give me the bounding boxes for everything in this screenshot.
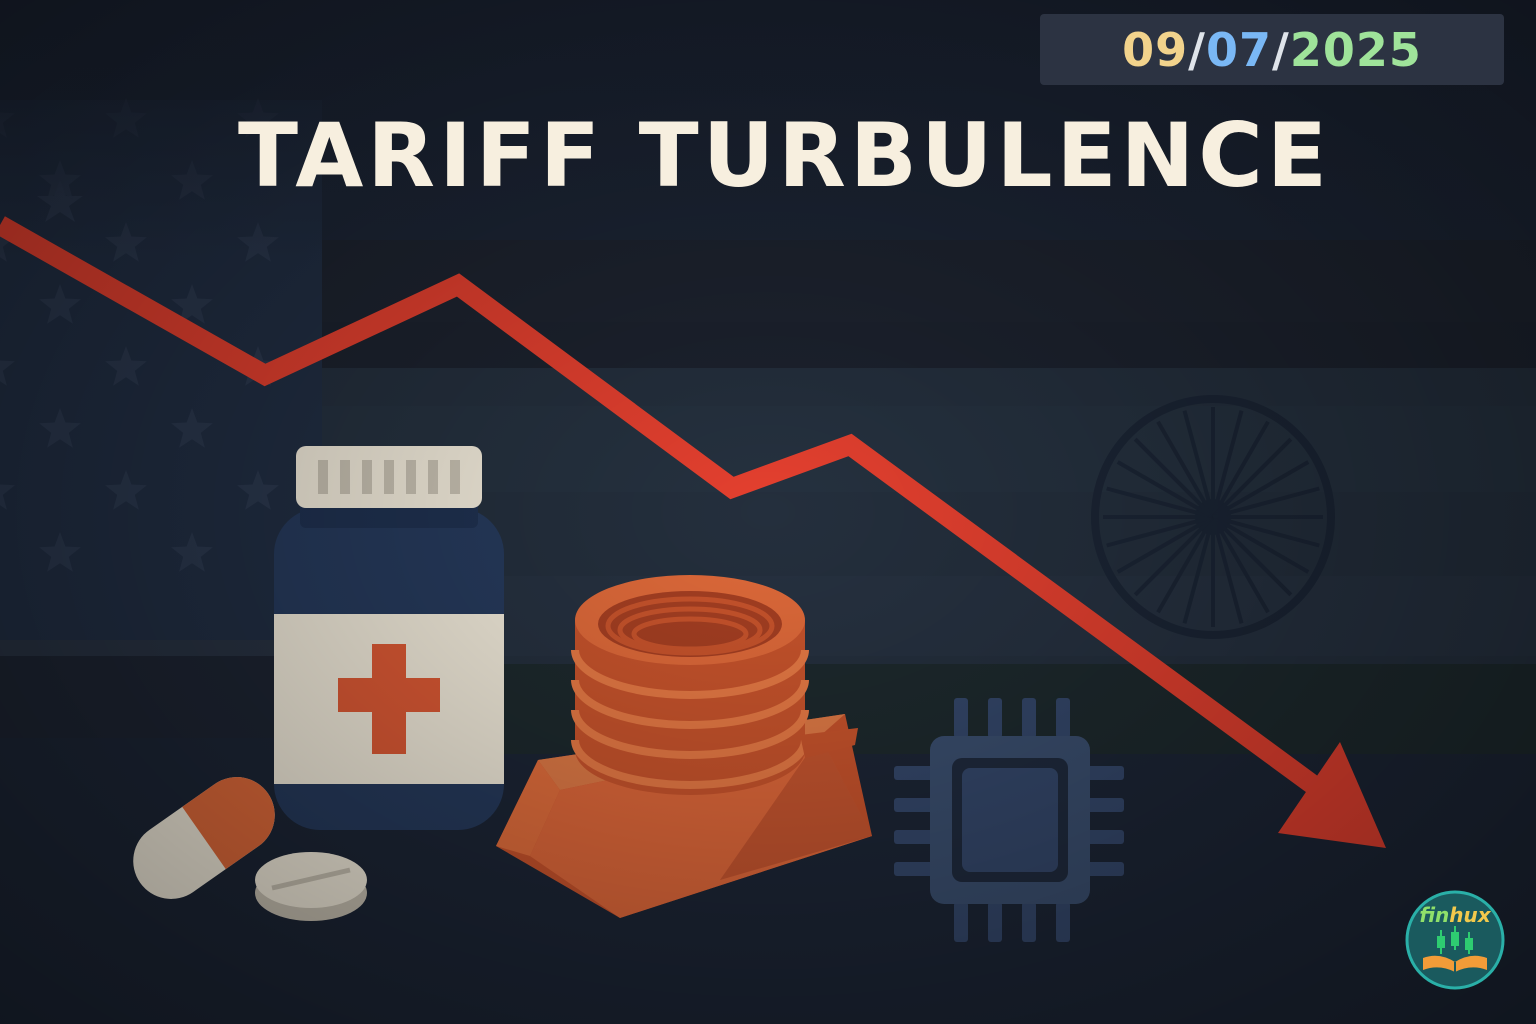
date-separator: / xyxy=(1188,22,1206,77)
pill-tablet-icon xyxy=(255,852,367,921)
page-title: TARIFF TURBULENCE xyxy=(238,104,1331,207)
date-year: 2025 xyxy=(1289,22,1422,77)
candlestick-book-logo-icon xyxy=(1423,926,1487,972)
finhux-logo: finhux xyxy=(1405,890,1505,990)
date-badge: 09/07/2025 xyxy=(1040,14,1504,85)
logo-brand-suffix: hux xyxy=(1449,903,1491,927)
svg-text:finhux: finhux xyxy=(1419,903,1491,927)
date-month: 07 xyxy=(1205,22,1272,77)
date-separator: / xyxy=(1272,22,1290,77)
date-day: 09 xyxy=(1122,22,1189,77)
medicine-bottle-icon xyxy=(274,446,504,830)
logo-brand-prefix: fin xyxy=(1419,903,1449,927)
ashoka-chakra-icon xyxy=(1091,395,1335,639)
